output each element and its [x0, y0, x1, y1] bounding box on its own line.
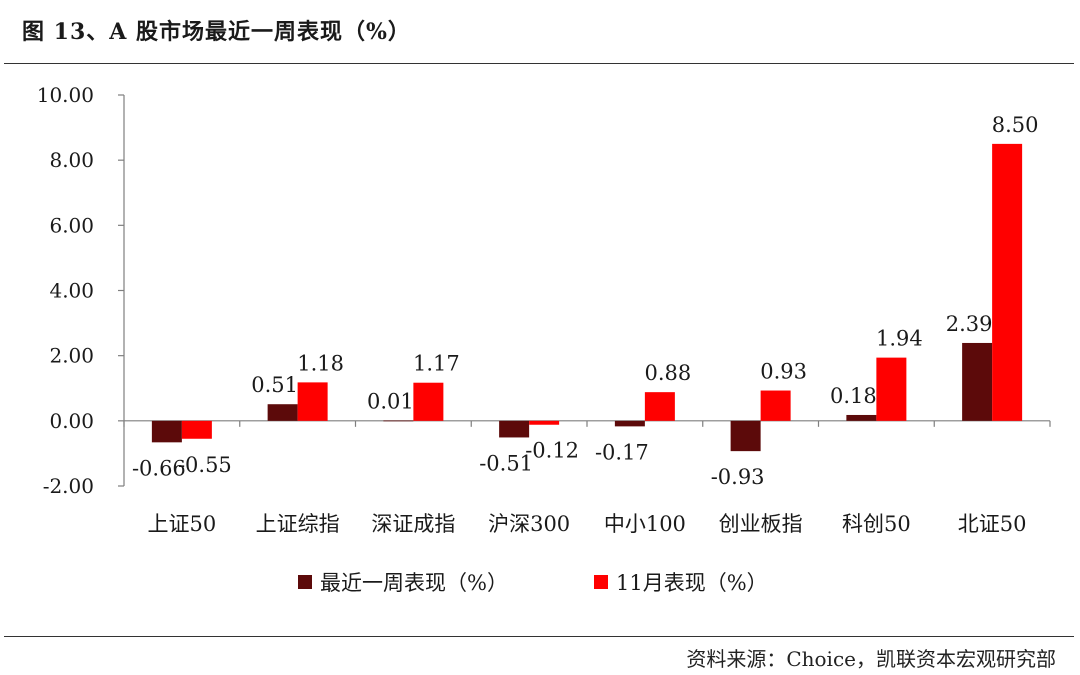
weekly-data-label: -0.17 — [595, 440, 649, 464]
monthly-bar — [413, 382, 444, 421]
bar-chart: -2.00 0.00 2.00 4.00 6.00 8.00 10.00 上证50 上证综指 深证… — [37, 83, 1051, 595]
bottom-rule — [4, 636, 1074, 637]
chart-legend: 最近一周表现（%） 11月表现（%） — [298, 571, 768, 595]
figure-title: 图 13、A 股市场最近一周表现（%） — [22, 19, 411, 45]
weekly-data-label: 0.51 — [251, 373, 298, 397]
monthly-bar — [181, 420, 212, 439]
y-tick-label: -2.00 — [43, 474, 94, 498]
monthly-bar — [644, 392, 675, 421]
y-tick-label: 8.00 — [49, 148, 94, 172]
x-tick-label: 创业板指 — [719, 512, 803, 536]
x-tick-label: 科创50 — [842, 512, 911, 536]
weekly-data-label: -0.51 — [479, 451, 533, 475]
y-tick-label: 4.00 — [49, 279, 94, 303]
weekly-data-label: 2.39 — [946, 312, 993, 336]
x-tick-label: 上证50 — [148, 512, 217, 536]
weekly-bar — [151, 420, 182, 443]
x-tick-label: 北证50 — [958, 512, 1027, 536]
chart-axes: -2.00 0.00 2.00 4.00 6.00 8.00 10.00 上证50 上证综指 深证… — [37, 83, 1051, 536]
weekly-data-label: 0.18 — [830, 384, 877, 408]
weekly-bar — [267, 404, 298, 421]
y-tick-label: 0.00 — [49, 409, 94, 433]
chart-bars — [151, 143, 1023, 452]
monthly-data-label: 0.93 — [760, 360, 807, 384]
x-tick-label: 深证成指 — [371, 512, 455, 536]
monthly-data-label: 1.17 — [413, 352, 460, 376]
weekly-bar — [962, 342, 993, 421]
monthly-bar — [297, 382, 328, 421]
source-note: 资料来源：Choice，凯联资本宏观研究部 — [686, 647, 1056, 671]
y-tick-label: 2.00 — [49, 344, 94, 368]
y-tick-label: 10.00 — [37, 83, 94, 107]
weekly-data-label: 0.01 — [367, 390, 414, 414]
monthly-bar — [992, 143, 1023, 421]
monthly-bar — [876, 357, 907, 421]
monthly-bar — [529, 420, 560, 425]
monthly-data-label: 1.18 — [297, 351, 344, 375]
weekly-bar — [383, 420, 414, 422]
monthly-data-label: 0.88 — [644, 361, 691, 385]
top-rule — [4, 63, 1074, 64]
monthly-data-label: -0.55 — [178, 453, 232, 477]
x-tick-label: 中小100 — [604, 512, 686, 536]
weekly-data-label: -0.93 — [711, 465, 765, 489]
y-tick-label: 6.00 — [49, 213, 94, 237]
legend-label-weekly: 最近一周表现（%） — [320, 571, 508, 595]
monthly-data-label: 8.50 — [992, 113, 1039, 137]
legend-swatch-weekly — [298, 575, 312, 589]
monthly-bar — [760, 390, 791, 421]
monthly-data-label: -0.12 — [525, 439, 579, 463]
legend-swatch-monthly — [594, 575, 608, 589]
weekly-bar — [614, 420, 645, 427]
weekly-data-label: -0.66 — [132, 456, 186, 480]
legend-label-monthly: 11月表现（%） — [616, 571, 768, 595]
weekly-bar — [730, 420, 761, 452]
weekly-bar — [846, 414, 877, 421]
x-tick-label: 沪深300 — [488, 512, 570, 536]
x-tick-label: 上证综指 — [256, 512, 340, 536]
weekly-bar — [499, 420, 530, 438]
monthly-data-label: 1.94 — [876, 327, 923, 351]
chart-data-labels: -0.66 0.51 0.01 -0.51 -0.17 -0.93 0.18 2.39 -0.5… — [132, 113, 1039, 489]
